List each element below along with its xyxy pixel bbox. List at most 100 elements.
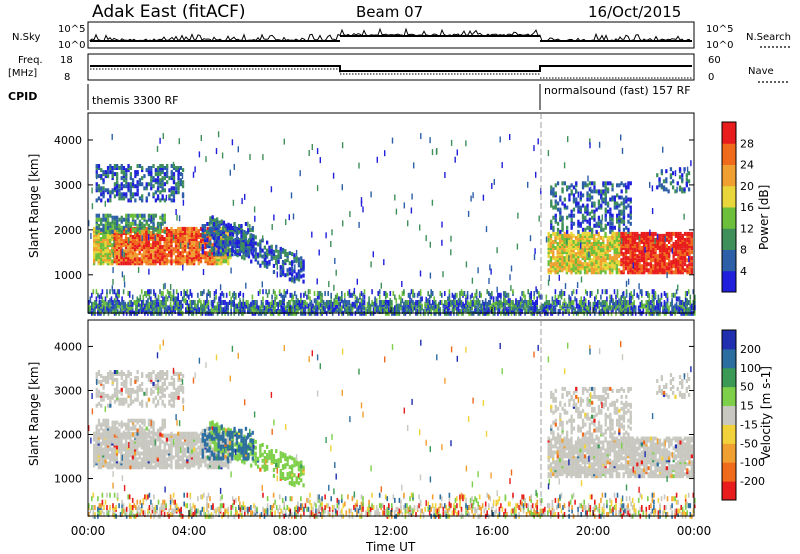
echo-cell (279, 250, 282, 255)
echo-cell (466, 294, 469, 300)
echo-cell (690, 237, 693, 242)
echo-cell (400, 305, 402, 311)
echo-cell (394, 294, 396, 300)
echo-cell (161, 257, 164, 262)
echo-cell (145, 219, 148, 224)
echo-cell (658, 262, 662, 267)
echo-cell (127, 305, 129, 311)
echo-cell (191, 292, 193, 298)
echo-cell (302, 259, 305, 264)
echo-cell (161, 217, 164, 222)
echo-cell (118, 196, 121, 201)
echo-cell (676, 181, 679, 186)
echo-cell (297, 261, 301, 266)
echo-cell (484, 307, 487, 313)
echo-cell (657, 294, 660, 300)
echo-cell (138, 237, 141, 241)
echo-cell (118, 289, 120, 295)
echo-cell (627, 244, 630, 248)
echo-cell (629, 258, 632, 263)
echo-cell (547, 268, 550, 273)
echo-cell (630, 305, 632, 311)
echo-cell (122, 217, 126, 222)
echo-cell (325, 303, 328, 309)
echo-cell (620, 211, 623, 216)
echo-cell (280, 309, 282, 314)
echo-cell (625, 205, 628, 210)
echo-cell (174, 229, 178, 233)
echo-cell (250, 245, 253, 250)
echo-cell (615, 300, 617, 305)
echo-cell (286, 252, 289, 256)
echo-cell (292, 307, 295, 313)
echo-cell (97, 247, 100, 252)
echo-cell (109, 221, 112, 226)
echo-cell (356, 307, 358, 313)
echo-cell (665, 169, 668, 174)
echo-cell (238, 292, 240, 298)
echo-cell (116, 215, 119, 220)
echo-cell (418, 309, 420, 314)
echo-cell (629, 240, 632, 244)
echo-cell (195, 309, 198, 314)
echo-cell (551, 307, 554, 313)
echo-cell (581, 240, 584, 244)
echo-cell (622, 231, 625, 236)
echo-cell (593, 266, 596, 271)
echo-cell (204, 300, 207, 305)
echo-cell (174, 255, 178, 260)
echo-cell (251, 234, 254, 239)
echo-cell (565, 262, 568, 267)
echo-cell (439, 291, 442, 296)
echo-cell (649, 258, 653, 263)
echo-cell (151, 300, 154, 305)
echo-cell (654, 248, 657, 253)
echo-cell (516, 300, 519, 305)
echo-cell (193, 226, 196, 231)
echo-cell (99, 257, 103, 262)
echo-cell (120, 182, 123, 187)
echo-cell (101, 303, 104, 309)
echo-cell (590, 270, 593, 275)
echo-cell (590, 242, 593, 246)
echo-cell (106, 301, 108, 307)
echo-cell (553, 300, 555, 305)
echo-cell (166, 289, 169, 295)
echo-cell (316, 300, 319, 305)
echo-cell (613, 254, 616, 259)
echo-cell (579, 240, 582, 244)
echo-cell (124, 249, 128, 254)
echo-cell (256, 260, 260, 265)
echo-cell (112, 309, 114, 314)
echo-cell (207, 305, 210, 311)
echo-cell (199, 259, 203, 264)
echo-cell (242, 301, 245, 307)
echo-cell (147, 170, 151, 175)
echo-cell (215, 305, 217, 311)
echo-cell (256, 303, 258, 309)
echo-cell (643, 256, 646, 261)
echo-cell (244, 222, 248, 226)
echo-cell (193, 231, 196, 235)
echo-cell (450, 300, 452, 305)
echo-cell (141, 221, 144, 226)
echo-cell (170, 164, 173, 168)
echo-cell (593, 185, 596, 190)
echo-cell (206, 298, 208, 304)
echo-cell (663, 240, 666, 244)
echo-cell (415, 300, 417, 305)
echo-cell (616, 217, 619, 222)
echo-cell (628, 305, 631, 311)
echo-cell (95, 296, 98, 302)
echo-cell (106, 257, 109, 262)
echo-cell (239, 303, 242, 309)
echo-cell (488, 300, 490, 305)
echo-cell (640, 264, 643, 269)
echo-cell (102, 170, 105, 175)
cpid-segment-2: normalsound (fast) 157 RF (544, 84, 691, 97)
echo-cell (324, 301, 326, 307)
echo-cell (550, 189, 553, 194)
echo-cell (109, 307, 111, 313)
echo-cell (248, 303, 251, 309)
echo-cell (665, 237, 668, 242)
